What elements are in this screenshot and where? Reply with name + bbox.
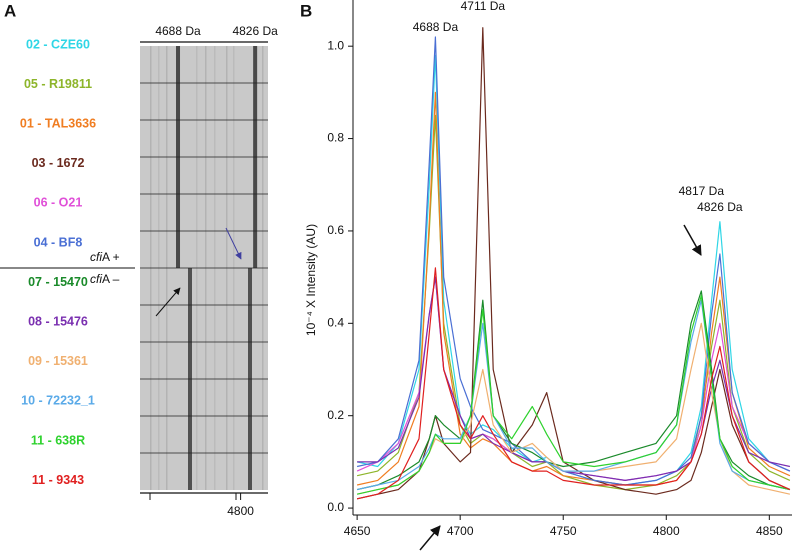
spectrum-line: [356, 54, 791, 486]
group-sign: A –: [102, 272, 120, 286]
lane-label: 01 - TAL3636: [20, 116, 96, 130]
spectrum-line: [356, 91, 791, 486]
y-axis-label: 10⁻⁴ X Intensity (AU): [304, 224, 318, 336]
arrow: [155, 287, 181, 317]
panel-label: B: [300, 1, 312, 20]
gel-band: [176, 194, 181, 231]
gel-image: [140, 46, 268, 490]
spectrum-line: [356, 36, 791, 486]
peak-label: 4826 Da: [232, 24, 278, 38]
group-label: cfiA +: [90, 250, 120, 264]
peak-label: 4817 Da: [679, 184, 725, 198]
lane-label: 04 - BF8: [34, 235, 83, 249]
gel-band: [248, 268, 252, 305]
lane-label: 06 - O21: [34, 196, 83, 210]
peak-label: 4826 Da: [697, 200, 743, 214]
gel-band: [248, 342, 252, 379]
gel-band: [176, 231, 181, 268]
peak-label: 4711 Da: [461, 0, 506, 13]
spectrum-line: [356, 295, 791, 495]
peak-label: 4688 Da: [413, 20, 459, 34]
gel-band: [248, 379, 252, 416]
spectrum-line: [356, 27, 791, 500]
group-label: cfiA –: [90, 272, 120, 286]
gel-band: [188, 453, 192, 490]
lane-label: 09 - 15361: [28, 354, 88, 368]
y-tick-label: 1.0: [327, 38, 344, 52]
lane-label: 02 - CZE60: [26, 37, 90, 51]
lane-label: 03 - 1672: [32, 156, 85, 170]
gel-band: [188, 379, 192, 416]
gel-band: [176, 120, 181, 157]
gene-name: cfi: [90, 250, 102, 264]
panel-label: A: [4, 1, 16, 20]
gel-band: [176, 157, 181, 194]
gel-band: [253, 194, 258, 231]
y-tick-label: 0.8: [327, 131, 344, 145]
x-tick-label: 4650: [344, 524, 371, 538]
plot-area: [356, 27, 791, 500]
x-tick-label: 4700: [447, 524, 474, 538]
x-tick-label: 4750: [550, 524, 577, 538]
y-tick-label: 0.2: [327, 408, 344, 422]
lane-label: 08 - 15476: [28, 314, 88, 328]
spectrum-line: [356, 267, 791, 500]
gel-band: [253, 83, 258, 120]
gel-band: [253, 157, 258, 194]
arrow: [225, 227, 242, 260]
lane-label: 07 - 15470: [28, 275, 88, 289]
gel-band: [248, 416, 252, 453]
gel-band: [253, 120, 258, 157]
arrow: [683, 224, 702, 256]
gel-band: [253, 231, 258, 268]
lane-label: 10 - 72232_1: [21, 394, 95, 408]
y-tick-label: 0.4: [327, 315, 344, 329]
gel-band: [188, 416, 192, 453]
gel-band: [176, 46, 181, 83]
gene-name: cfi: [90, 272, 102, 286]
lane-label: 11 - 9343: [32, 473, 84, 487]
gel-band: [248, 453, 252, 490]
y-tick-label: 0.6: [327, 223, 344, 237]
gel-band: [188, 342, 192, 379]
arrow: [419, 525, 441, 551]
gel-band: [188, 268, 192, 305]
gel-band: [176, 83, 181, 120]
group-sign: A +: [102, 250, 120, 264]
x-tick-label: 4800: [227, 504, 254, 518]
y-tick-label: 0.0: [327, 500, 344, 514]
gel-band: [188, 305, 192, 342]
gel-band: [253, 46, 258, 83]
x-tick-label: 4800: [653, 524, 680, 538]
lane-label: 11 - 638R: [31, 433, 85, 447]
lane-label: 05 - R19811: [24, 77, 92, 91]
peak-label: 4688 Da: [155, 24, 201, 38]
gel-band: [248, 305, 252, 342]
x-tick-label: 4850: [756, 524, 783, 538]
